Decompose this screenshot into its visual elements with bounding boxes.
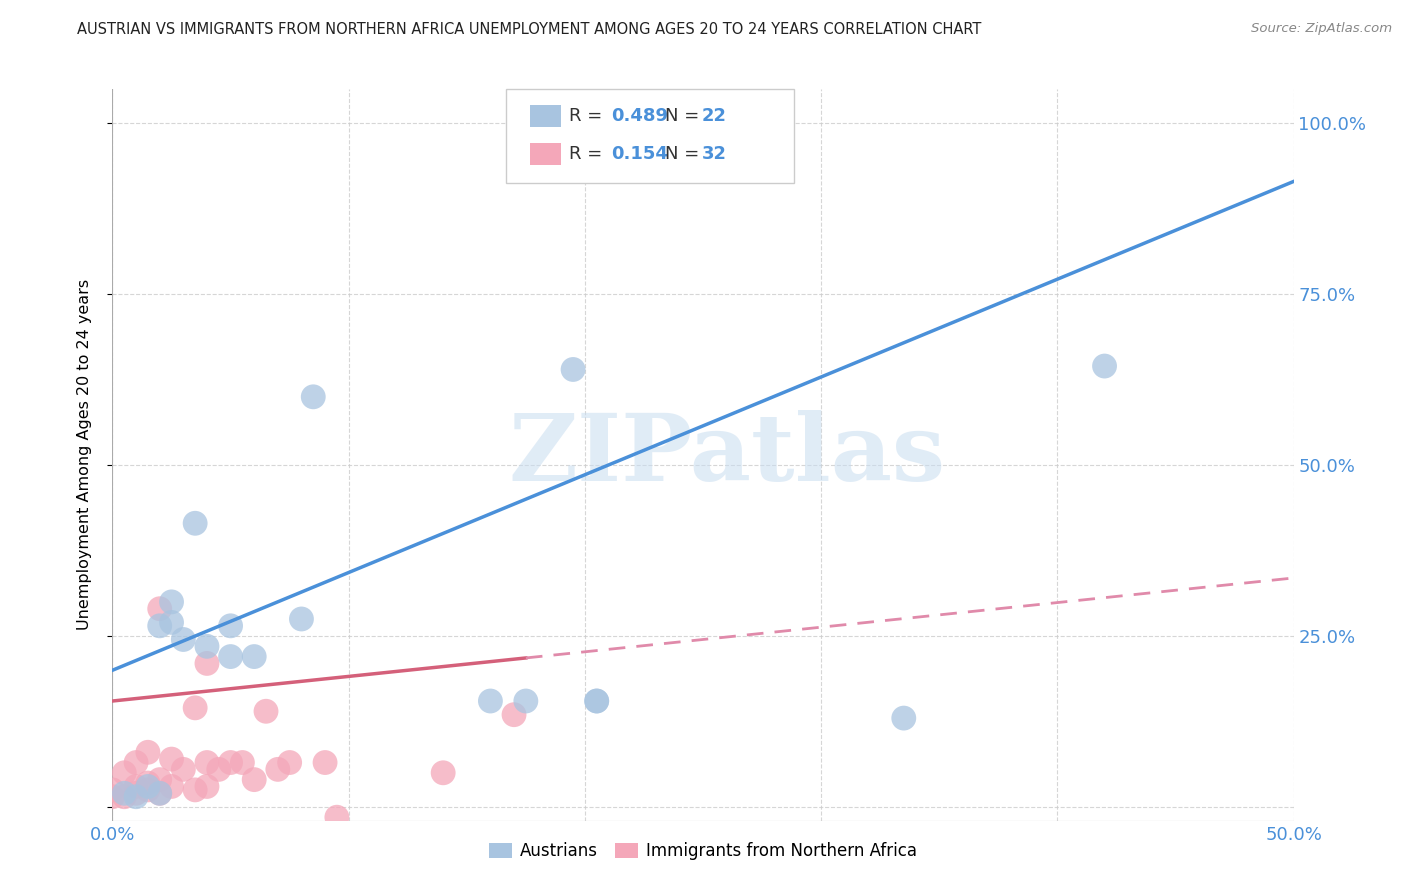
Text: N =: N = — [665, 145, 704, 163]
Point — [125, 786, 148, 800]
Legend: Austrians, Immigrants from Northern Africa: Austrians, Immigrants from Northern Afri… — [482, 836, 924, 867]
Point — [136, 776, 159, 790]
Text: 22: 22 — [702, 107, 727, 125]
Point — [562, 362, 585, 376]
Point — [326, 810, 349, 824]
Point — [254, 704, 277, 718]
Point — [101, 789, 124, 804]
Text: R =: R = — [569, 107, 609, 125]
Point — [112, 789, 135, 804]
Point — [432, 765, 454, 780]
Point — [149, 619, 172, 633]
Point — [184, 783, 207, 797]
Text: AUSTRIAN VS IMMIGRANTS FROM NORTHERN AFRICA UNEMPLOYMENT AMONG AGES 20 TO 24 YEA: AUSTRIAN VS IMMIGRANTS FROM NORTHERN AFR… — [77, 22, 981, 37]
Point — [112, 786, 135, 800]
Point — [302, 390, 325, 404]
Point — [208, 763, 231, 777]
Point — [136, 783, 159, 797]
Point — [184, 701, 207, 715]
Point — [503, 707, 526, 722]
Point — [1094, 359, 1116, 373]
Point — [290, 612, 312, 626]
Point — [893, 711, 915, 725]
Point — [267, 763, 290, 777]
Point — [149, 772, 172, 787]
Point — [160, 595, 183, 609]
Point — [278, 756, 301, 770]
Point — [195, 756, 218, 770]
Point — [243, 649, 266, 664]
Point — [125, 789, 148, 804]
Point — [125, 756, 148, 770]
Point — [112, 765, 135, 780]
Point — [160, 780, 183, 794]
Point — [219, 649, 242, 664]
Point — [195, 780, 218, 794]
Point — [149, 786, 172, 800]
Point — [195, 640, 218, 654]
Point — [243, 772, 266, 787]
Point — [479, 694, 502, 708]
Point — [184, 516, 207, 531]
Point — [101, 783, 124, 797]
Text: 0.489: 0.489 — [612, 107, 669, 125]
Point — [231, 756, 253, 770]
Point — [585, 694, 607, 708]
Text: 32: 32 — [702, 145, 727, 163]
Point — [195, 657, 218, 671]
Point — [160, 752, 183, 766]
Point — [219, 619, 242, 633]
Point — [136, 780, 159, 794]
Point — [160, 615, 183, 630]
Point — [314, 756, 336, 770]
Point — [172, 763, 194, 777]
Text: 0.154: 0.154 — [612, 145, 668, 163]
Y-axis label: Unemployment Among Ages 20 to 24 years: Unemployment Among Ages 20 to 24 years — [77, 279, 91, 631]
Point — [585, 694, 607, 708]
Text: R =: R = — [569, 145, 614, 163]
Point — [515, 694, 537, 708]
Text: N =: N = — [665, 107, 704, 125]
Point — [125, 780, 148, 794]
Point — [219, 756, 242, 770]
Point — [136, 745, 159, 759]
Text: ZIPatlas: ZIPatlas — [508, 410, 945, 500]
Point — [172, 632, 194, 647]
Point — [149, 786, 172, 800]
Point — [149, 601, 172, 615]
Text: Source: ZipAtlas.com: Source: ZipAtlas.com — [1251, 22, 1392, 36]
